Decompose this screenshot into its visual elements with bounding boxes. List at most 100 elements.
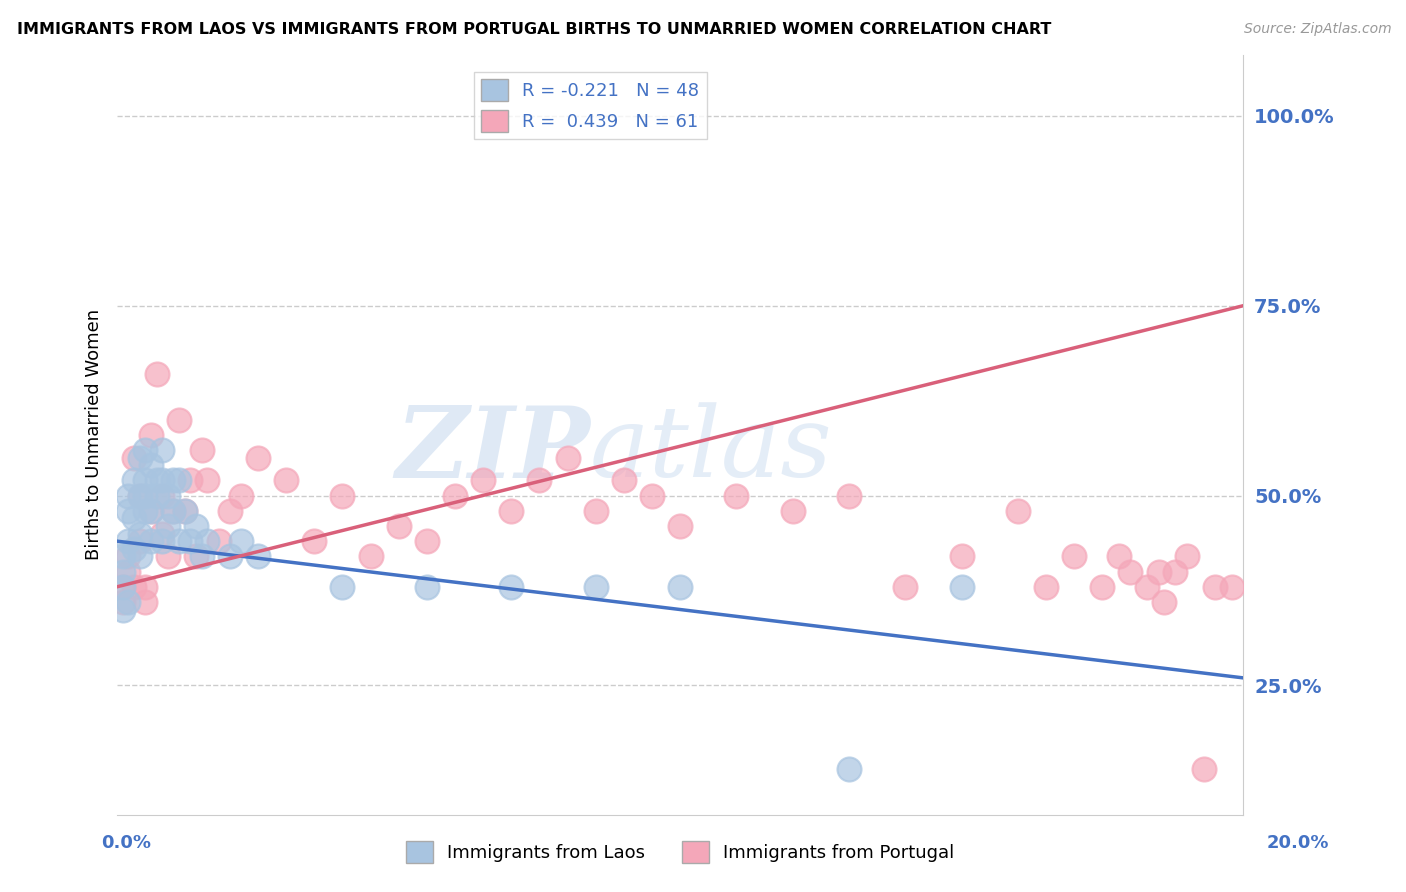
Point <box>139 534 162 549</box>
Point <box>195 534 218 549</box>
Point <box>1063 549 1085 564</box>
Point <box>179 534 201 549</box>
Point <box>111 549 134 564</box>
Point <box>167 412 190 426</box>
Point <box>117 534 139 549</box>
Point <box>122 580 145 594</box>
Point <box>388 519 411 533</box>
Point <box>173 504 195 518</box>
Point <box>1192 762 1215 776</box>
Point <box>416 580 439 594</box>
Point <box>838 489 860 503</box>
Point <box>134 504 156 518</box>
Point <box>1136 580 1159 594</box>
Text: 0.0%: 0.0% <box>101 834 152 852</box>
Point <box>122 450 145 465</box>
Point <box>117 595 139 609</box>
Point <box>128 489 150 503</box>
Point <box>128 450 150 465</box>
Point <box>950 549 973 564</box>
Text: 20.0%: 20.0% <box>1267 834 1329 852</box>
Point <box>416 534 439 549</box>
Point <box>156 489 179 503</box>
Point <box>529 474 551 488</box>
Point <box>330 580 353 594</box>
Point <box>330 489 353 503</box>
Point <box>122 511 145 525</box>
Point <box>167 534 190 549</box>
Point <box>134 474 156 488</box>
Point <box>501 504 523 518</box>
Point <box>128 526 150 541</box>
Point <box>162 474 184 488</box>
Point <box>134 489 156 503</box>
Point <box>128 534 150 549</box>
Point <box>641 489 664 503</box>
Point <box>501 580 523 594</box>
Point <box>1035 580 1057 594</box>
Point <box>111 580 134 594</box>
Point <box>111 580 134 594</box>
Point <box>1153 595 1175 609</box>
Text: IMMIGRANTS FROM LAOS VS IMMIGRANTS FROM PORTUGAL BIRTHS TO UNMARRIED WOMEN CORRE: IMMIGRANTS FROM LAOS VS IMMIGRANTS FROM … <box>17 22 1052 37</box>
Point <box>246 549 269 564</box>
Point <box>195 474 218 488</box>
Point <box>1007 504 1029 518</box>
Point <box>117 549 139 564</box>
Point <box>190 443 212 458</box>
Point <box>117 489 139 503</box>
Point <box>302 534 325 549</box>
Text: Source: ZipAtlas.com: Source: ZipAtlas.com <box>1244 22 1392 37</box>
Point <box>162 504 184 518</box>
Point <box>1119 565 1142 579</box>
Point <box>162 504 184 518</box>
Point <box>190 549 212 564</box>
Point <box>179 474 201 488</box>
Point <box>173 504 195 518</box>
Point <box>184 519 207 533</box>
Point <box>229 534 252 549</box>
Point <box>218 504 240 518</box>
Point <box>444 489 467 503</box>
Point <box>117 504 139 518</box>
Point <box>725 489 748 503</box>
Point <box>134 580 156 594</box>
Point <box>218 549 240 564</box>
Point <box>1175 549 1198 564</box>
Point <box>150 526 173 541</box>
Point <box>128 489 150 503</box>
Point <box>360 549 382 564</box>
Y-axis label: Births to Unmarried Women: Births to Unmarried Women <box>86 310 103 560</box>
Point <box>557 450 579 465</box>
Point <box>950 580 973 594</box>
Point <box>150 534 173 549</box>
Point <box>613 474 636 488</box>
Text: atlas: atlas <box>591 402 832 498</box>
Point <box>184 549 207 564</box>
Point <box>122 474 145 488</box>
Text: ZIP: ZIP <box>395 401 591 499</box>
Point <box>274 474 297 488</box>
Point <box>1108 549 1130 564</box>
Point <box>838 762 860 776</box>
Point <box>117 565 139 579</box>
Point <box>585 504 607 518</box>
Point <box>134 595 156 609</box>
Point <box>229 489 252 503</box>
Point <box>139 428 162 442</box>
Point <box>782 504 804 518</box>
Point <box>207 534 229 549</box>
Point <box>167 474 190 488</box>
Point <box>111 565 134 579</box>
Point <box>246 450 269 465</box>
Point <box>1147 565 1170 579</box>
Point <box>128 549 150 564</box>
Point <box>111 602 134 616</box>
Point <box>1091 580 1114 594</box>
Point <box>122 541 145 556</box>
Point <box>150 489 173 503</box>
Point <box>156 549 179 564</box>
Point <box>585 580 607 594</box>
Point <box>1164 565 1187 579</box>
Point <box>472 474 495 488</box>
